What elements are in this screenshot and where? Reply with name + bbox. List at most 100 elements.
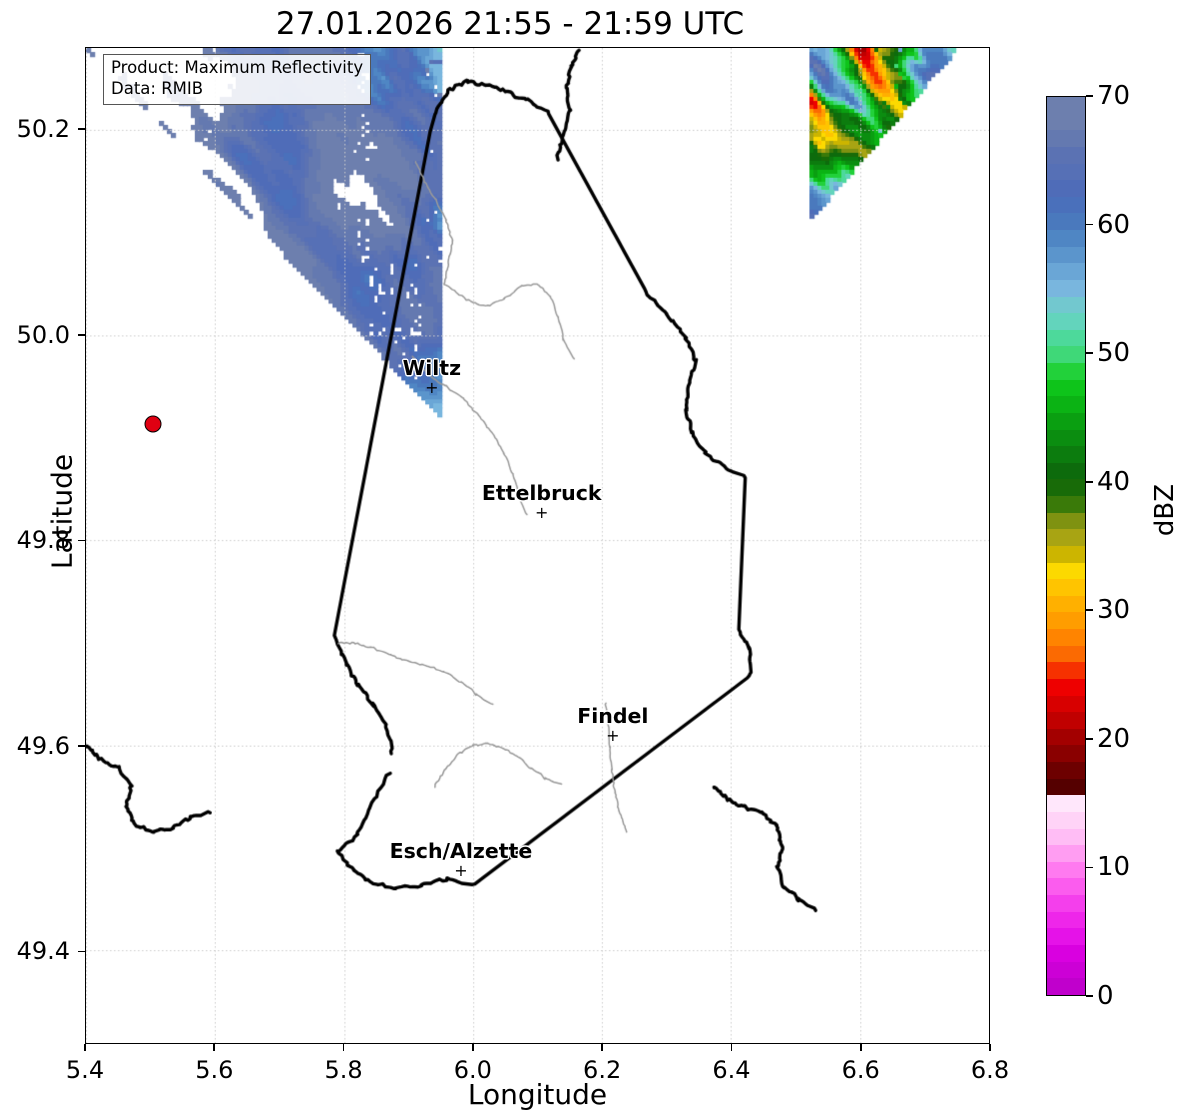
colorbar-band bbox=[1047, 97, 1085, 114]
colorbar-band bbox=[1047, 878, 1085, 895]
colorbar-band bbox=[1047, 845, 1085, 862]
colorbar-band bbox=[1047, 163, 1085, 181]
colorbar-band bbox=[1047, 363, 1085, 380]
colorbar-band bbox=[1047, 595, 1085, 613]
colorbar-band bbox=[1047, 645, 1085, 663]
product-info-box: Product: Maximum Reflectivity Data: RMIB bbox=[103, 54, 372, 105]
colorbar-band bbox=[1047, 678, 1085, 696]
colorbar-band bbox=[1047, 662, 1085, 679]
colorbar-band bbox=[1047, 579, 1085, 596]
colorbar-tick-label: 70 bbox=[1097, 81, 1131, 111]
colorbar-tick-label: 40 bbox=[1097, 466, 1131, 497]
y-tick-mark bbox=[78, 539, 85, 542]
colorbar-band bbox=[1047, 745, 1085, 762]
colorbar-tick-mark bbox=[1086, 352, 1093, 354]
x-tick-label: 5.6 bbox=[195, 1056, 234, 1084]
colorbar-tick-mark bbox=[1086, 95, 1093, 97]
colorbar-band bbox=[1047, 196, 1085, 214]
colorbar-band bbox=[1047, 263, 1085, 280]
colorbar-tick-label: 0 bbox=[1097, 981, 1114, 1011]
colorbar-band bbox=[1047, 562, 1085, 580]
colorbar-band bbox=[1047, 712, 1085, 729]
colorbar-band bbox=[1047, 895, 1085, 912]
figure-title: 27.01.2026 21:55 - 21:59 UTC bbox=[275, 6, 745, 42]
colorbar-band bbox=[1047, 728, 1085, 746]
colorbar-tick-mark bbox=[1086, 995, 1093, 997]
x-tick-label: 6.2 bbox=[583, 1056, 622, 1084]
colorbar-band bbox=[1047, 861, 1085, 879]
radar-site-marker[interactable] bbox=[144, 415, 162, 433]
x-tick-label: 6.4 bbox=[712, 1056, 751, 1084]
colorbar-band bbox=[1047, 213, 1085, 230]
colorbar-band bbox=[1047, 629, 1085, 646]
colorbar-tick-mark bbox=[1086, 223, 1093, 226]
x-tick-label: 6.6 bbox=[841, 1056, 880, 1084]
colorbar-band bbox=[1047, 346, 1085, 363]
y-tick-label: 50.2 bbox=[16, 115, 70, 144]
colorbar bbox=[1046, 96, 1086, 996]
colorbar-band bbox=[1047, 778, 1085, 796]
colorbar-tick-mark bbox=[1086, 866, 1093, 869]
colorbar-tick-mark bbox=[1086, 738, 1093, 740]
colorbar-band bbox=[1047, 446, 1085, 463]
map-plot-area[interactable]: Product: Maximum Reflectivity Data: RMIB… bbox=[85, 47, 990, 1044]
colorbar-tick-mark bbox=[1086, 480, 1093, 483]
colorbar-band bbox=[1047, 113, 1085, 131]
colorbar-band bbox=[1047, 246, 1085, 264]
data-source-line: Data: RMIB bbox=[111, 78, 204, 98]
colorbar-band bbox=[1047, 911, 1085, 929]
colorbar-band bbox=[1047, 512, 1085, 530]
colorbar-tick-label: 20 bbox=[1097, 723, 1131, 754]
x-tick-label: 6.0 bbox=[453, 1056, 492, 1084]
y-tick-label: 49.4 bbox=[16, 937, 70, 966]
colorbar-band bbox=[1047, 545, 1085, 563]
colorbar-band bbox=[1047, 961, 1085, 979]
x-axis-label: Longitude bbox=[467, 1078, 608, 1111]
colorbar-band bbox=[1047, 412, 1085, 430]
colorbar-band bbox=[1047, 928, 1085, 945]
y-tick-mark bbox=[78, 745, 85, 747]
x-tick-mark bbox=[859, 1044, 862, 1051]
colorbar-band bbox=[1047, 379, 1085, 397]
x-tick-mark bbox=[989, 1044, 991, 1051]
colorbar-band bbox=[1047, 795, 1085, 812]
y-tick-mark bbox=[78, 128, 85, 131]
colorbar-band bbox=[1047, 496, 1085, 513]
x-tick-label: 5.8 bbox=[324, 1056, 363, 1084]
colorbar-band bbox=[1047, 529, 1085, 546]
colorbar-band bbox=[1047, 462, 1085, 480]
colorbar-band bbox=[1047, 429, 1085, 447]
x-tick-label: 5.4 bbox=[65, 1056, 105, 1084]
colorbar-band bbox=[1047, 695, 1085, 713]
y-tick-mark bbox=[78, 333, 85, 336]
colorbar-tick-label: 10 bbox=[1097, 852, 1131, 883]
colorbar-band bbox=[1047, 828, 1085, 846]
colorbar-band bbox=[1047, 396, 1085, 413]
colorbar-band bbox=[1047, 230, 1085, 247]
colorbar-band bbox=[1047, 329, 1085, 347]
x-tick-mark bbox=[472, 1044, 474, 1051]
colorbar-tick-mark bbox=[1086, 609, 1093, 612]
x-tick-mark bbox=[601, 1044, 603, 1051]
map-borders-and-grid-layer bbox=[86, 48, 989, 1043]
colorbar-tick-label: 60 bbox=[1097, 209, 1131, 240]
colorbar-band bbox=[1047, 479, 1085, 496]
colorbar-band bbox=[1047, 944, 1085, 962]
y-tick-label: 50.0 bbox=[16, 320, 70, 349]
y-tick-label: 49.6 bbox=[16, 731, 70, 760]
colorbar-band bbox=[1047, 612, 1085, 629]
y-tick-label: 49.8 bbox=[16, 526, 70, 555]
x-tick-mark bbox=[342, 1044, 345, 1051]
x-tick-mark bbox=[213, 1044, 216, 1051]
x-tick-mark bbox=[84, 1044, 86, 1051]
colorbar-band bbox=[1047, 313, 1085, 330]
colorbar-band bbox=[1047, 762, 1085, 779]
colorbar-band bbox=[1047, 146, 1085, 164]
x-tick-label: 6.8 bbox=[970, 1056, 1010, 1084]
colorbar-band bbox=[1047, 296, 1085, 314]
colorbar-tick-label: 50 bbox=[1097, 338, 1131, 369]
colorbar-band bbox=[1047, 978, 1085, 995]
colorbar-label: dBZ bbox=[1150, 483, 1179, 537]
colorbar-band bbox=[1047, 130, 1085, 147]
